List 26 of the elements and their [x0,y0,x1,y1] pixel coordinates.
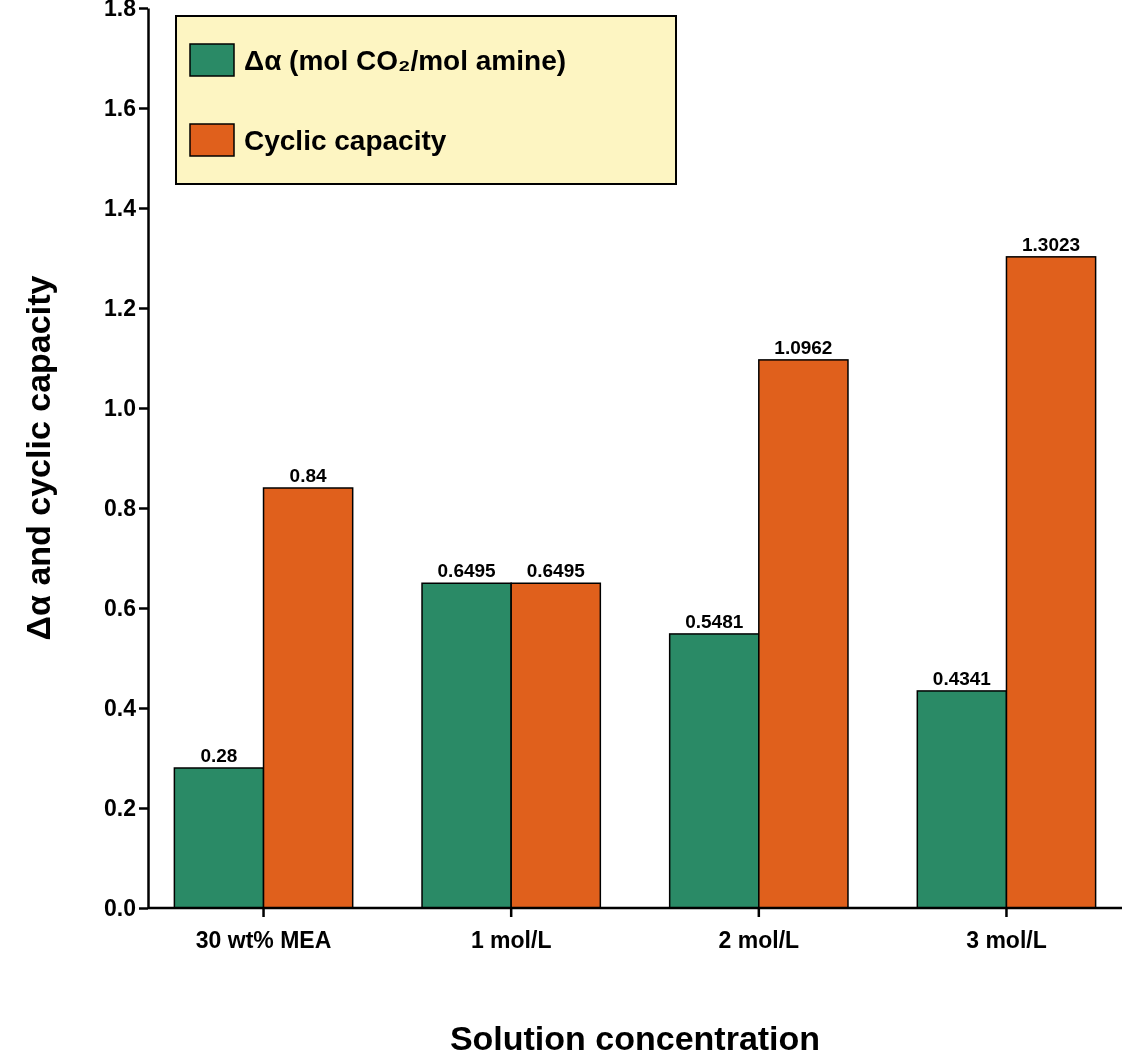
y-tick-label: 1.8 [104,0,137,21]
data-label: 0.5481 [685,610,744,632]
y-tick-label: 1.2 [104,294,136,321]
data-label: 0.4341 [932,667,992,689]
y-tick-label: 0.2 [104,794,136,821]
data-label: 0.28 [200,745,238,766]
data-label: 0.6495 [526,560,586,582]
legend-label: Cyclic capacity [244,125,447,156]
y-tick-label: 1.4 [104,194,137,221]
y-tick-label: 0.6 [104,594,136,621]
data-label: 0.6495 [437,560,497,582]
data-label: 1.3023 [1021,233,1081,255]
y-tick-label: 0.0 [104,894,136,921]
x-tick-label: 2 mol/L [718,926,800,953]
data-label: 0.84 [289,465,328,486]
y-tick-label: 1.0 [104,394,136,421]
x-tick-label: 30 wt% MEA [195,926,332,953]
x-tick-label: 3 mol/L [966,926,1047,953]
x-tick-label: 1 mol/L [470,926,552,953]
y-axis-title: Δα and cyclic capacity [19,275,57,641]
data-label: 1.0962 [774,336,833,358]
y-tick-label: 0.4 [104,694,137,721]
y-tick-label: 0.8 [104,494,137,521]
x-axis-title: Solution concentration [449,1019,821,1057]
y-tick-label: 1.6 [104,94,136,121]
legend-label: Δα (mol CO₂/mol amine) [244,45,567,76]
